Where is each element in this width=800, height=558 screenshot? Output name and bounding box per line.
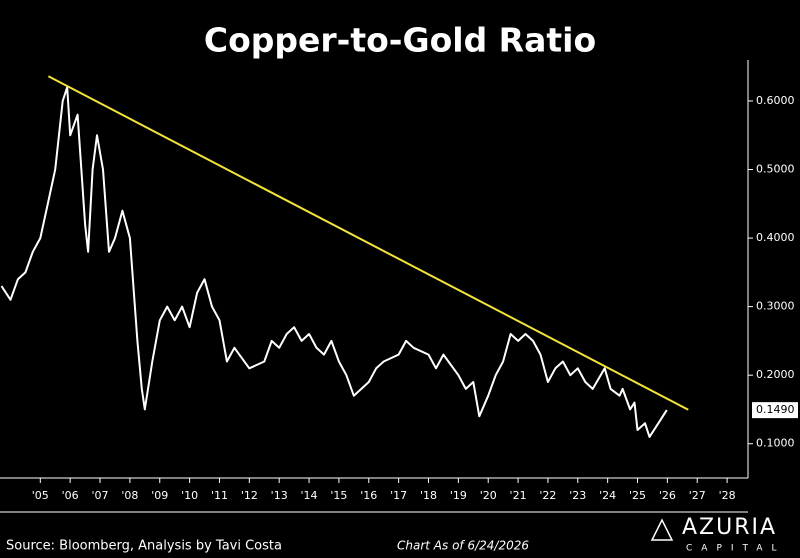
value-label-box [752, 402, 798, 419]
y-tick-label: 0.3000 [756, 300, 795, 313]
x-tick-label: '20 [480, 489, 497, 502]
x-tick-label: '22 [539, 489, 556, 502]
source-note: Source: Bloomberg, Analysis by Tavi Cost… [6, 539, 282, 554]
logo-name: AZURIA [682, 515, 777, 540]
x-tick-label: '06 [62, 489, 79, 502]
x-tick-label: '05 [32, 489, 49, 502]
x-tick-label: '24 [599, 489, 616, 502]
y-tick-label: 0.4000 [756, 231, 795, 244]
x-tick-label: '15 [330, 489, 347, 502]
x-tick-label: '10 [181, 489, 198, 502]
date-note: Chart As of 6/24/2026 [397, 539, 529, 553]
x-tick-label: '27 [689, 489, 706, 502]
x-tick-label: '25 [629, 489, 646, 502]
x-tick-label: '19 [450, 489, 467, 502]
y-tick-label: 0.1000 [756, 437, 795, 450]
x-tick-label: '13 [271, 489, 288, 502]
x-tick-label: '08 [121, 489, 138, 502]
value-label: 0.1490 [756, 403, 795, 416]
chart-title: Copper-to-Gold Ratio [204, 21, 596, 60]
x-tick-label: '17 [390, 489, 407, 502]
logo-sub: CAPITAL [686, 544, 786, 554]
x-tick-label: '12 [241, 489, 258, 502]
x-tick-label: '23 [569, 489, 586, 502]
data-line [0, 86, 668, 438]
x-tick-label: '21 [510, 489, 527, 502]
x-tick-label: '18 [420, 489, 437, 502]
y-tick-label: 0.2000 [756, 368, 795, 381]
x-tick-label: '28 [719, 489, 736, 502]
x-tick-label: '14 [301, 489, 318, 502]
x-tick-label: '09 [151, 489, 168, 502]
y-tick-label: 0.6000 [756, 94, 795, 107]
x-tick-label: '26 [659, 489, 676, 502]
y-tick-label: 0.5000 [756, 163, 795, 176]
x-tick-label: '16 [360, 489, 377, 502]
x-tick-label: '07 [92, 489, 109, 502]
logo-mark [650, 518, 674, 541]
x-tick-label: '11 [211, 489, 228, 502]
trend-line [47, 75, 689, 411]
